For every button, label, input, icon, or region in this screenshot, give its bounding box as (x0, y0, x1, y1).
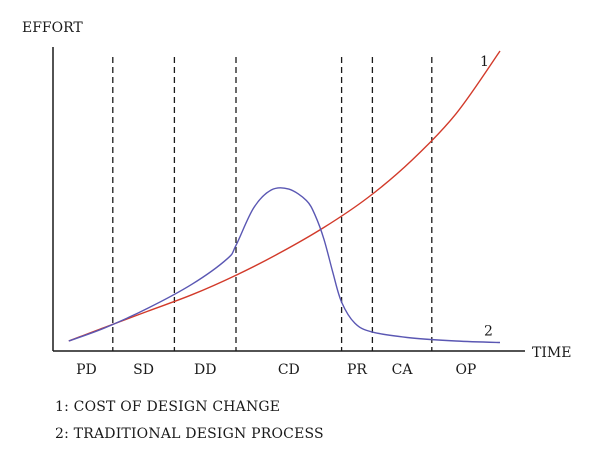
phase-label-sd: SD (133, 362, 154, 378)
chart: EFFORT TIME 1 2 PD SD DD CD PR CA OP (22, 20, 571, 378)
x-axis-label: TIME (532, 345, 571, 361)
series-label-2: 2 (484, 324, 493, 340)
phase-label-op: OP (455, 362, 476, 378)
legend-item-2: 2: TRADITIONAL DESIGN PROCESS (55, 426, 324, 442)
legend-item-1: 1: COST OF DESIGN CHANGE (55, 399, 281, 415)
series-line-1 (68, 50, 501, 342)
phase-label-pd: PD (76, 362, 97, 378)
phase-label-dd: DD (194, 362, 216, 378)
series-line-2 (68, 187, 501, 344)
series-label-1: 1 (480, 54, 489, 70)
y-axis-label: EFFORT (22, 20, 83, 36)
phase-label-cd: CD (278, 362, 300, 378)
phase-label-ca: CA (392, 362, 414, 378)
phase-label-pr: PR (347, 362, 367, 378)
